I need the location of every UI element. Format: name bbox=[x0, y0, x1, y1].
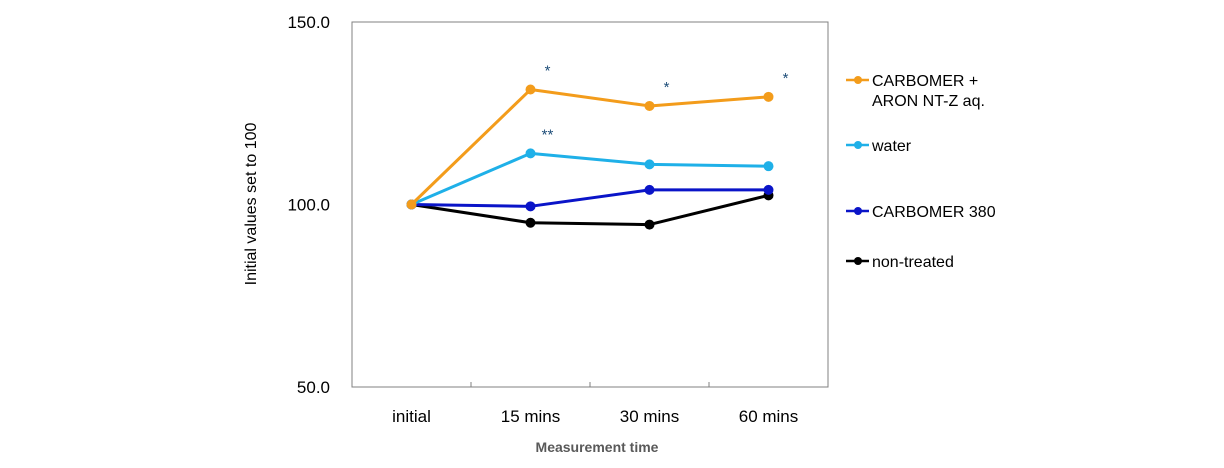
x-tick-label: 15 mins bbox=[501, 407, 561, 426]
series-line bbox=[410, 151, 769, 206]
series-line bbox=[411, 188, 769, 208]
legend-label: CARBOMER + bbox=[872, 73, 978, 90]
y-tick-label: 150.0 bbox=[287, 13, 330, 32]
legend-label: CARBOMER 380 bbox=[872, 204, 996, 221]
legend-item: CARBOMER 380 bbox=[846, 204, 996, 221]
significance-marker: * bbox=[783, 70, 789, 87]
significance-annotations: ***** bbox=[542, 63, 789, 144]
series-carbomer-aron-nt-z-aq bbox=[406, 84, 774, 210]
data-point bbox=[525, 217, 536, 228]
legend-label: water bbox=[871, 138, 912, 155]
legend-marker bbox=[854, 76, 862, 84]
y-axis-label: Initial values set to 100 bbox=[243, 123, 260, 286]
data-point bbox=[763, 184, 774, 195]
data-point bbox=[763, 91, 774, 102]
x-tick-label: 30 mins bbox=[620, 407, 680, 426]
data-point bbox=[763, 161, 774, 172]
significance-marker: * bbox=[664, 79, 670, 96]
data-point bbox=[525, 148, 536, 159]
series-line bbox=[410, 88, 769, 206]
data-point bbox=[525, 201, 536, 212]
y-tick-label: 100.0 bbox=[287, 196, 330, 215]
axes bbox=[351, 21, 829, 388]
data-point bbox=[644, 184, 655, 195]
x-tick-label: 60 mins bbox=[739, 407, 799, 426]
legend: CARBOMER + ARON NT-Z aq. water CARBOMER 380… bbox=[846, 73, 996, 271]
legend-label: non-treated bbox=[872, 254, 954, 271]
legend-marker bbox=[854, 207, 862, 215]
x-tick-label: initial bbox=[392, 407, 431, 426]
data-point bbox=[644, 100, 655, 111]
legend-marker bbox=[854, 257, 862, 265]
series-layer bbox=[406, 84, 774, 230]
legend-label: ARON NT-Z aq. bbox=[872, 93, 985, 110]
data-point bbox=[406, 199, 417, 210]
legend-item: CARBOMER + ARON NT-Z aq. bbox=[846, 73, 985, 110]
significance-marker: ** bbox=[542, 126, 554, 143]
data-point bbox=[525, 84, 536, 95]
x-axis-ticks: initial 15 mins 30 mins 60 mins bbox=[392, 407, 798, 426]
y-tick-label: 50.0 bbox=[297, 378, 330, 397]
legend-marker bbox=[854, 141, 862, 149]
legend-item: non-treated bbox=[846, 254, 954, 271]
y-axis-ticks: 50.0 100.0 150.0 bbox=[287, 13, 330, 397]
series-non-treated bbox=[406, 190, 774, 230]
series-line bbox=[411, 193, 769, 227]
legend-item: water bbox=[846, 138, 912, 155]
data-point bbox=[644, 159, 655, 170]
data-point bbox=[644, 219, 655, 230]
x-axis-label: Measurement time bbox=[536, 439, 659, 455]
significance-marker: * bbox=[545, 63, 551, 80]
